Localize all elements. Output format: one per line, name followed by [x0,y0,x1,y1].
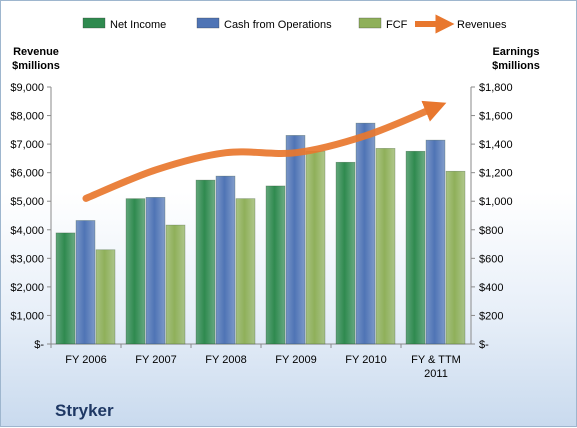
bar-fcf-2 [235,198,256,345]
right-tick-label: $600 [479,253,503,265]
x-tick-label: FY 2009 [275,354,316,366]
left-tick-label: $4,000 [10,225,44,237]
right-axis-title-line: Earnings [492,46,539,58]
left-tick-label: $8,000 [10,111,44,123]
right-tick-label: $400 [479,282,503,294]
legend-label-2: FCF [386,19,408,31]
right-tick-label: $1,600 [479,111,513,123]
legend-label-revenues: Revenues [457,19,507,31]
right-tick-label: $1,200 [479,168,513,180]
right-tick-label: $200 [479,310,503,322]
bar-net-income-2 [195,179,216,345]
right-tick-label: $- [479,339,489,351]
right-tick-label: $1,400 [479,139,513,151]
bar-cash-from-operations-1 [145,197,166,345]
right-axis-title-line: $millions [492,60,540,72]
left-tick-label: $5,000 [10,196,44,208]
bar-net-income-4 [335,161,356,345]
bar-fcf-0 [95,249,116,345]
x-tick-label: FY 2010 [345,354,386,366]
right-tick-label: $800 [479,225,503,237]
company-name: Stryker [55,401,114,420]
x-tick-label: FY 2008 [205,354,246,366]
left-tick-label: $1,000 [10,310,44,322]
revenues-line [82,100,447,202]
legend-swatch-0 [82,17,106,29]
bar-net-income-0 [55,232,76,345]
left-tick-label: $- [34,339,44,351]
right-tick-label: $1,800 [479,82,513,94]
bar-net-income-3 [265,185,286,345]
legend-swatch-1 [196,17,220,29]
legend-label-0: Net Income [110,19,166,31]
left-tick-label: $9,000 [10,82,44,94]
left-axis-title-line: $millions [12,60,60,72]
bar-cash-from-operations-2 [215,175,236,345]
bar-cash-from-operations-0 [75,220,96,345]
x-tick-label: FY 2007 [135,354,176,366]
bar-fcf-3 [305,150,326,345]
bar-net-income-1 [125,198,146,345]
bar-cash-from-operations-3 [285,135,306,345]
x-tick-label: FY 2006 [65,354,106,366]
bar-net-income-5 [405,150,426,345]
left-axis-title-line: Revenue [13,46,59,58]
bar-fcf-5 [445,170,466,345]
left-tick-label: $7,000 [10,139,44,151]
legend-swatch-2 [358,17,382,29]
right-tick-label: $1,000 [479,196,513,208]
bar-fcf-1 [165,224,186,345]
bar-fcf-4 [375,148,396,345]
left-tick-label: $3,000 [10,253,44,265]
x-tick-label: FY & TTM 2011 [411,354,461,380]
legend-label-1: Cash from Operations [224,19,332,31]
left-tick-label: $2,000 [10,282,44,294]
bar-cash-from-operations-5 [425,139,446,345]
left-tick-label: $6,000 [10,168,44,180]
bar-cash-from-operations-4 [355,122,376,345]
